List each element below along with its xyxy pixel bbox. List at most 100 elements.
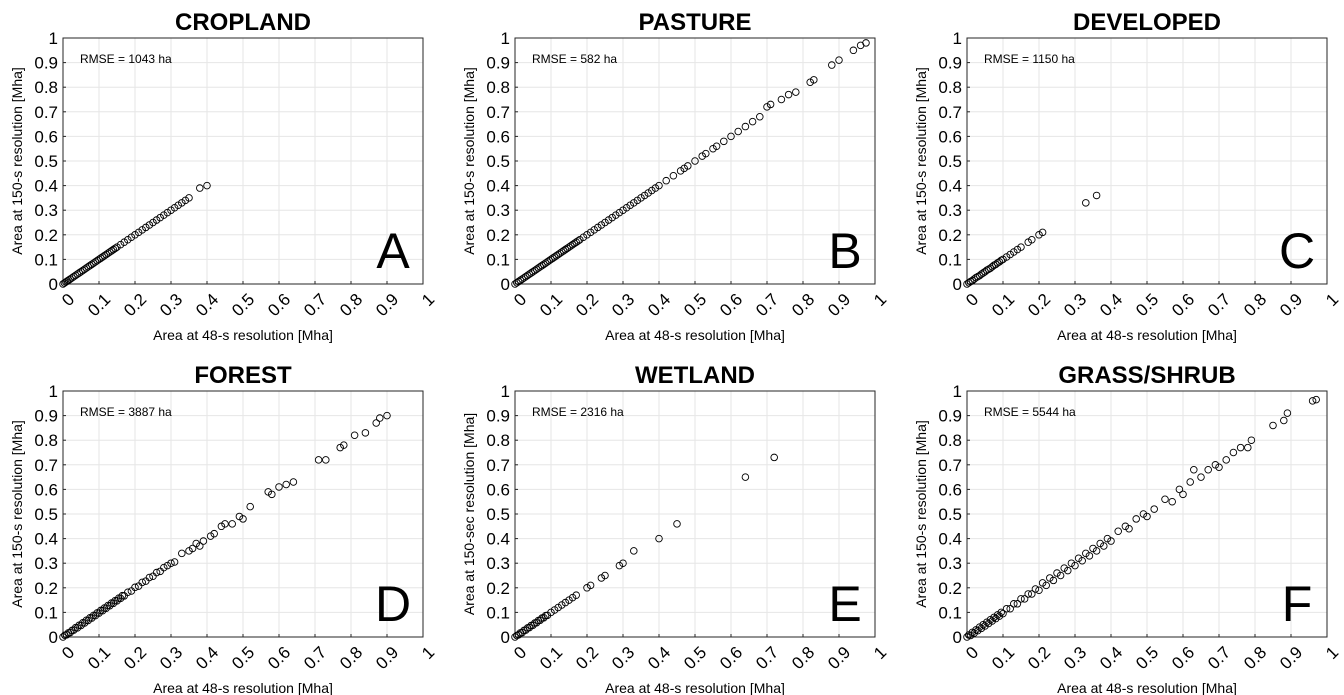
data-point [727, 132, 735, 141]
data-point [828, 61, 836, 69]
data-point [1042, 581, 1050, 590]
panel-e: 00.10.20.30.40.50.60.70.80.910 0.1 0.2 0.3 0… [461, 362, 890, 695]
y-tick-label: 0.5 [34, 505, 58, 524]
data-point [1085, 552, 1094, 560]
x-tick-label: 0.1 [84, 290, 114, 320]
data-point [1020, 595, 1029, 603]
x-tick-label: 0.7 [300, 643, 330, 673]
y-tick-label: 0.2 [938, 579, 962, 598]
x-tick-label: 0.9 [1276, 643, 1306, 673]
y-tick-label: 0.9 [34, 54, 58, 73]
data-point [1132, 515, 1140, 523]
data-point [684, 162, 692, 170]
x-tick-label: 0.5 [680, 290, 710, 320]
data-point [997, 256, 1005, 265]
y-tick-label: 0.4 [486, 177, 510, 196]
x-tick-label: 0.8 [336, 290, 366, 320]
y-tick-label: 0 [501, 628, 510, 647]
y-tick-label: 0.8 [486, 431, 510, 450]
data-point [138, 578, 146, 587]
data-point [1190, 465, 1198, 474]
data-point [1056, 571, 1065, 580]
data-point [999, 609, 1007, 618]
data-point [1078, 556, 1086, 565]
rmse-annotation: RMSE = 1043 ha [80, 52, 172, 66]
data-point [586, 581, 595, 590]
y-tick-label: 0.8 [34, 431, 58, 450]
data-point [1229, 448, 1238, 457]
data-point [1179, 490, 1187, 499]
data-point [228, 520, 236, 528]
y-tick-label: 0.8 [34, 78, 58, 97]
data-point [1114, 527, 1122, 535]
data-point [268, 490, 276, 499]
x-tick-label: 0.7 [752, 290, 782, 320]
data-point [1092, 547, 1101, 555]
data-point [514, 631, 523, 639]
x-tick-label: 0.7 [752, 643, 782, 673]
panel-title: CROPLAND [175, 9, 311, 36]
data-point [322, 456, 330, 464]
data-point [748, 117, 757, 126]
data-point [963, 633, 971, 641]
data-point [835, 56, 843, 64]
data-point [111, 244, 119, 253]
data-point [1168, 497, 1176, 506]
data-point [673, 520, 681, 528]
y-tick-label: 0.5 [486, 152, 510, 171]
panel-a: 00.10.20.30.40.50.60.70.80.910 0.1 0.2 0.3 0… [9, 9, 438, 343]
x-tick-label: 0.1 [988, 643, 1018, 673]
x-tick-label: 0.5 [228, 290, 258, 320]
y-tick-label: 0 [953, 628, 962, 647]
data-point [1247, 436, 1256, 444]
data-point [131, 583, 139, 592]
data-point [601, 571, 609, 580]
x-tick-label: 0.2 [572, 290, 602, 320]
data-point [70, 626, 78, 634]
x-tick-label: 1 [1322, 643, 1342, 663]
data-point [188, 544, 197, 553]
y-tick-label: 0.7 [938, 103, 962, 122]
data-point [1107, 537, 1115, 545]
data-point [1064, 566, 1072, 575]
x-tick-label: 0.6 [716, 643, 746, 673]
data-point [511, 633, 519, 641]
y-tick-label: 0.1 [938, 603, 962, 622]
panel-title: DEVELOPED [1073, 9, 1221, 36]
data-point [221, 520, 229, 528]
x-tick-label: 0.1 [84, 643, 114, 673]
x-tick-label: 0 [510, 643, 530, 663]
data-point [1186, 478, 1194, 486]
panel-letter: C [1279, 223, 1315, 279]
data-point [1312, 395, 1320, 404]
data-point [167, 559, 175, 567]
y-tick-label: 0.6 [34, 127, 58, 146]
panel-b: 00.10.20.30.40.50.60.70.80.910 0.1 0.2 0.3 0… [461, 9, 890, 343]
data-point [1269, 421, 1277, 430]
data-point [1222, 456, 1230, 464]
data-point [196, 542, 204, 550]
panel-f: 00.10.20.30.40.50.60.70.80.910 0.1 0.2 0.3 0… [913, 362, 1342, 695]
x-tick-label: 0.5 [1132, 643, 1162, 673]
data-point [1283, 409, 1292, 417]
x-tick-label: 0.1 [536, 643, 566, 673]
data-point [1161, 495, 1169, 503]
data-point [983, 266, 991, 274]
x-tick-label: 0.3 [608, 290, 638, 320]
x-tick-label: 0.3 [156, 643, 186, 673]
x-tick-label: 0.9 [1276, 290, 1306, 320]
data-point [1031, 585, 1040, 593]
y-tick-label: 0 [49, 628, 58, 647]
data-point [630, 547, 638, 555]
y-tick-label: 0.3 [938, 201, 962, 220]
y-tick-label: 0.5 [486, 505, 510, 524]
data-point [734, 127, 742, 136]
y-tick-label: 0.8 [486, 78, 510, 97]
x-tick-label: 0.3 [1060, 643, 1090, 673]
x-tick-label: 0.9 [372, 643, 402, 673]
x-tick-label: 0 [58, 290, 78, 310]
y-tick-label: 0.9 [486, 54, 510, 73]
x-axis-label: Area at 48-s resolution [Mha] [153, 327, 333, 343]
data-point [199, 537, 208, 545]
panel-title: PASTURE [639, 9, 752, 36]
